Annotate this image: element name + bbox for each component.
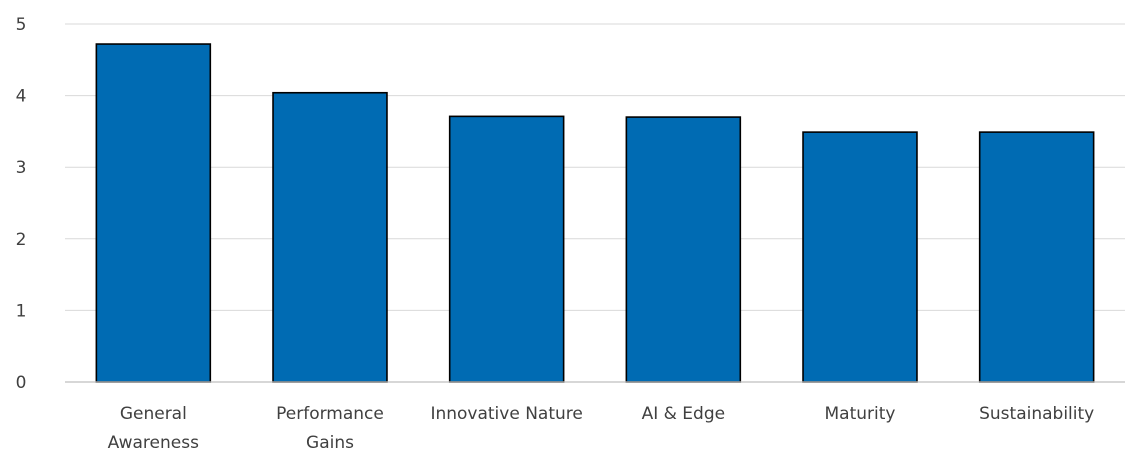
bar-1: [272, 91, 388, 383]
x-category-label-5: Sustainability: [979, 404, 1094, 424]
x-category-label-line: Awareness: [108, 433, 199, 450]
y-tick-label: 3: [16, 158, 27, 178]
x-category-label-line: Maturity: [825, 404, 896, 424]
x-category-label-line: Sustainability: [979, 404, 1094, 424]
x-category-label-line: Innovative Nature: [430, 404, 582, 424]
x-category-label-0: General Awareness: [108, 404, 199, 450]
gridlines: [65, 23, 1125, 311]
y-tick-label: 1: [16, 301, 27, 321]
y-tick-label: 5: [16, 15, 27, 35]
x-category-label-line: Gains: [306, 433, 354, 450]
bars: [95, 43, 1095, 383]
bar-0: [95, 43, 212, 383]
x-category-label-1: Performance Gains: [276, 404, 384, 450]
x-category-label-4: Maturity: [825, 404, 896, 424]
x-category-label-3: AI & Edge: [642, 404, 726, 424]
y-axis-tick-labels: 0 1 2 3 4 5: [16, 15, 27, 393]
y-tick-label: 4: [16, 87, 27, 107]
x-category-label-line: AI & Edge: [642, 404, 726, 424]
bar-5: [978, 131, 1095, 383]
x-category-label-line: Performance: [276, 404, 384, 424]
x-category-label-line: General: [120, 404, 187, 424]
bar-3: [625, 116, 742, 383]
y-tick-label: 0: [16, 373, 27, 393]
x-axis-category-labels: General Awareness Performance Gains Innovati…: [108, 404, 1095, 450]
bar-4: [802, 131, 918, 383]
x-category-label-2: Innovative Nature: [430, 404, 582, 424]
y-tick-label: 2: [16, 230, 27, 250]
bar-2: [448, 115, 565, 383]
